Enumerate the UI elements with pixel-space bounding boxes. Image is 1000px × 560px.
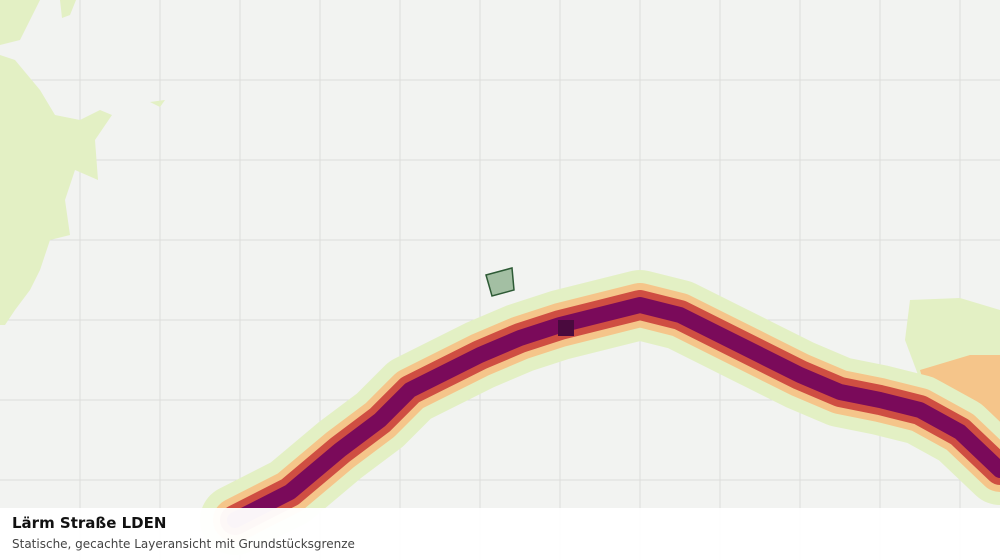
road-noise-bands <box>200 270 1000 555</box>
quiet-zone-area <box>0 0 165 325</box>
noise-hotspot <box>558 320 574 336</box>
parcel-boundary <box>485 267 515 297</box>
layer-title: Lärm Straße LDEN <box>12 514 167 532</box>
legend-panel: Lärm Straße LDEN Statische, gecachte Lay… <box>0 508 1000 560</box>
layer-subtitle: Statische, gecachte Layeransicht mit Gru… <box>12 537 355 551</box>
